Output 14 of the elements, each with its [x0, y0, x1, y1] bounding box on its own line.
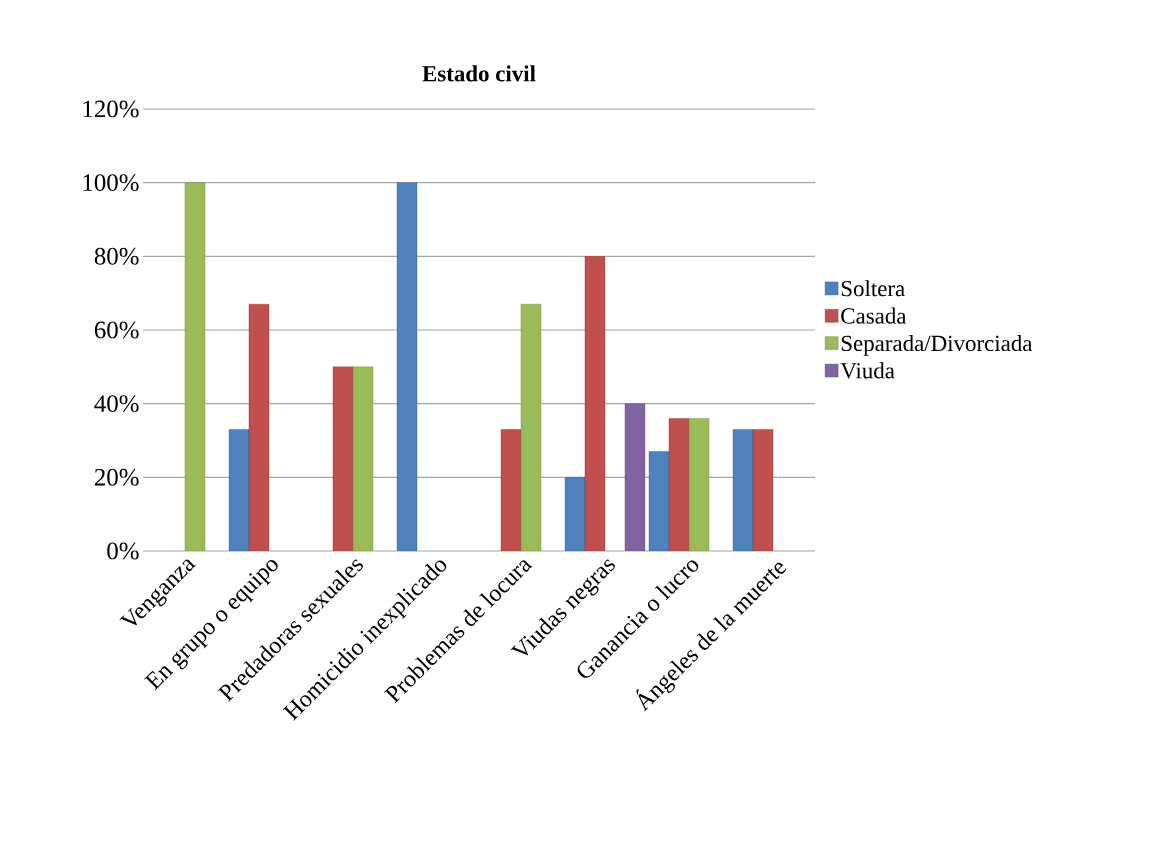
chart-title: Estado civil: [422, 65, 536, 82]
y-tick-label: 120%: [83, 100, 139, 118]
legend-label: Separada/Divorciada: [841, 334, 1033, 356]
bar: [184, 182, 206, 551]
y-tick-label: 0%: [107, 542, 139, 560]
y-tick-label: 20%: [94, 468, 139, 486]
bar: [396, 182, 418, 551]
y-tick-label: 40%: [94, 395, 139, 413]
y-tick-label: 60%: [94, 321, 139, 339]
legend-label: Soltera: [841, 280, 905, 297]
legend-label: Casada: [841, 307, 907, 324]
y-tick-label: 80%: [94, 247, 139, 265]
legend-label: Viuda: [840, 362, 895, 379]
y-tick-label: 100%: [83, 174, 139, 192]
